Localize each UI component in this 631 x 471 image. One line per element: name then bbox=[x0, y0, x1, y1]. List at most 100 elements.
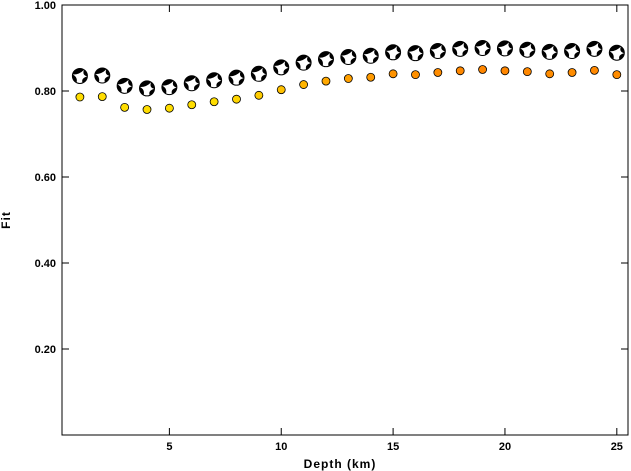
dot-point bbox=[411, 70, 420, 80]
beachball-point bbox=[340, 49, 357, 66]
beachball-point bbox=[250, 65, 267, 82]
beachball-quadrant bbox=[395, 52, 401, 60]
x-tick-label: 25 bbox=[611, 441, 623, 453]
beachball-quadrant bbox=[597, 42, 602, 50]
beachball-quadrant bbox=[284, 61, 289, 68]
beachball-point bbox=[541, 43, 558, 60]
beachball-quadrant bbox=[497, 46, 502, 55]
beachball-point bbox=[362, 47, 379, 64]
beachball-quadrant bbox=[462, 49, 468, 56]
beachball-quadrant bbox=[184, 75, 196, 82]
beachball-quadrant bbox=[452, 41, 465, 48]
beachball-quadrant bbox=[305, 63, 311, 70]
beachball-quadrant bbox=[273, 65, 279, 74]
beachball-quadrant bbox=[296, 61, 301, 70]
beachball-quadrant bbox=[620, 46, 625, 54]
dot-point bbox=[455, 66, 465, 76]
beachball-quadrant bbox=[363, 54, 368, 63]
dot-point bbox=[433, 68, 443, 77]
dot-point bbox=[164, 103, 174, 113]
beachball-quadrant bbox=[238, 78, 244, 85]
beachball-quadrant bbox=[418, 47, 423, 54]
beachball-point bbox=[295, 54, 312, 71]
beachball-quadrant bbox=[117, 78, 129, 85]
beachball-point bbox=[161, 79, 178, 96]
beachball-quadrant bbox=[430, 43, 442, 50]
beachball-series bbox=[71, 40, 625, 97]
dot-point bbox=[97, 92, 107, 101]
beachball-quadrant bbox=[609, 51, 614, 60]
beachball-quadrant bbox=[150, 82, 155, 89]
beachball-quadrant bbox=[273, 59, 286, 66]
dot-point bbox=[478, 65, 487, 74]
beachball-quadrant bbox=[261, 74, 267, 81]
beachball-quadrant bbox=[216, 80, 222, 88]
beachball-quadrant bbox=[251, 72, 256, 81]
beachball-point bbox=[71, 67, 88, 84]
beachball-quadrant bbox=[385, 44, 398, 51]
y-tick-label: 1.00 bbox=[35, 0, 56, 12]
beachball-quadrant bbox=[497, 41, 509, 47]
beachball-quadrant bbox=[328, 59, 334, 67]
dot-series bbox=[75, 65, 622, 114]
beachball-quadrant bbox=[195, 77, 200, 84]
beachball-quadrant bbox=[340, 55, 346, 64]
dot-point bbox=[187, 100, 197, 110]
beachball-quadrant bbox=[430, 49, 435, 58]
beachball-quadrant bbox=[194, 83, 200, 91]
dot-point bbox=[75, 92, 85, 102]
beachball-quadrant bbox=[363, 48, 375, 55]
beachball-quadrant bbox=[72, 68, 84, 75]
beachball-quadrant bbox=[139, 81, 152, 87]
dot-point bbox=[590, 65, 599, 75]
beachball-quadrant bbox=[172, 81, 177, 88]
beachball-quadrant bbox=[206, 72, 219, 79]
x-axis: 5 10 15 20 25 bbox=[166, 5, 623, 453]
beachball-quadrant bbox=[83, 69, 88, 77]
beachball-point bbox=[139, 80, 156, 97]
beachball-quadrant bbox=[94, 74, 100, 83]
beachball-quadrant bbox=[296, 55, 308, 62]
x-tick-label: 5 bbox=[166, 441, 172, 453]
beachball-quadrant bbox=[329, 53, 334, 60]
x-tick-label: 10 bbox=[275, 441, 287, 453]
beachball-quadrant bbox=[239, 71, 244, 79]
beachball-point bbox=[586, 40, 603, 57]
dot-point bbox=[142, 105, 152, 114]
beachball-quadrant bbox=[529, 50, 535, 57]
beachball-quadrant bbox=[486, 41, 490, 49]
beachball-point bbox=[429, 43, 446, 60]
dot-point bbox=[612, 70, 622, 80]
beachball-quadrant bbox=[161, 85, 167, 94]
beachball-quadrant bbox=[82, 76, 88, 83]
dot-point bbox=[254, 90, 264, 100]
beachball-quadrant bbox=[162, 79, 174, 86]
beachball-point bbox=[564, 43, 581, 60]
beachball-quadrant bbox=[72, 74, 77, 83]
plot-frame bbox=[61, 4, 629, 436]
beachball-quadrant bbox=[475, 40, 487, 47]
beachball-quadrant bbox=[440, 51, 446, 58]
beachball-point bbox=[474, 40, 491, 56]
beachball-point bbox=[317, 51, 334, 68]
dot-point bbox=[545, 69, 555, 79]
beachball-quadrant bbox=[587, 41, 599, 48]
beachball-quadrant bbox=[341, 49, 353, 56]
beachball-quadrant bbox=[184, 81, 189, 90]
beachball-point bbox=[94, 67, 111, 84]
beachball-quadrant bbox=[530, 43, 535, 51]
beachball-quadrant bbox=[408, 45, 420, 52]
y-tick-label: 0.60 bbox=[35, 172, 56, 184]
dot-point bbox=[343, 74, 353, 83]
beachball-quadrant bbox=[318, 57, 323, 66]
beachball-quadrant bbox=[283, 67, 289, 75]
beachball-quadrant bbox=[217, 74, 222, 81]
dot-point bbox=[388, 69, 398, 79]
beachball-quadrant bbox=[149, 88, 155, 96]
beachball-quadrant bbox=[171, 87, 177, 94]
beachball-quadrant bbox=[553, 45, 558, 53]
beachball-quadrant bbox=[551, 52, 558, 59]
beachball-quadrant bbox=[206, 78, 212, 87]
y-tick-label: 0.80 bbox=[35, 86, 56, 98]
beachball-quadrant bbox=[407, 51, 413, 60]
